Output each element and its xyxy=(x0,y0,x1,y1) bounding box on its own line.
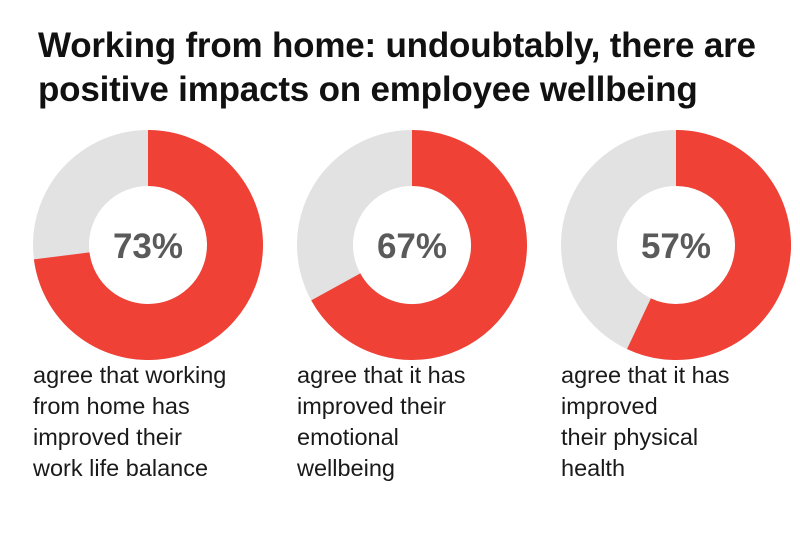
donut-chart-physical-health: 57% agree that it has improved their phy… xyxy=(561,130,800,484)
title-line-2: positive impacts on employee wellbeing xyxy=(38,70,698,109)
caption-line: from home has xyxy=(33,393,190,419)
donut-value-segment xyxy=(627,130,791,360)
caption-line: health xyxy=(561,455,626,481)
percent-label: 67% xyxy=(377,227,447,266)
donut-caption: agree that it has improved their physica… xyxy=(561,360,800,484)
donut-svg: 67% xyxy=(297,130,527,360)
caption-line: improved their xyxy=(297,393,446,419)
donut-chart-emotional-wellbeing: 67% agree that it has improved their emo… xyxy=(297,130,547,484)
caption-line: agree that working xyxy=(33,362,227,388)
caption-line: wellbeing xyxy=(297,455,395,481)
donut-value-segment xyxy=(311,130,527,360)
title-line-1: Working from home: undoubtably, there ar… xyxy=(38,26,756,65)
caption-line: agree that it has xyxy=(297,362,466,388)
donut-svg: 57% xyxy=(561,130,791,360)
caption-line: work life balance xyxy=(33,455,209,481)
caption-line: agree that it has xyxy=(561,362,730,388)
percent-label: 73% xyxy=(113,227,183,266)
caption-line: their physical xyxy=(561,424,699,450)
caption-line: improved their xyxy=(33,424,182,450)
donut-caption: agree that it has improved their emotion… xyxy=(297,360,547,484)
caption-line: emotional xyxy=(297,424,399,450)
donut-svg: 73% xyxy=(33,130,263,360)
donut-value-segment xyxy=(33,130,263,360)
chart-title: Working from home: undoubtably, there ar… xyxy=(38,24,788,112)
caption-line: improved xyxy=(561,393,658,419)
donut-chart-work-life-balance: 73% agree that working from home has imp… xyxy=(33,130,283,484)
percent-label: 57% xyxy=(641,227,711,266)
donut-caption: agree that working from home has improve… xyxy=(33,360,283,484)
